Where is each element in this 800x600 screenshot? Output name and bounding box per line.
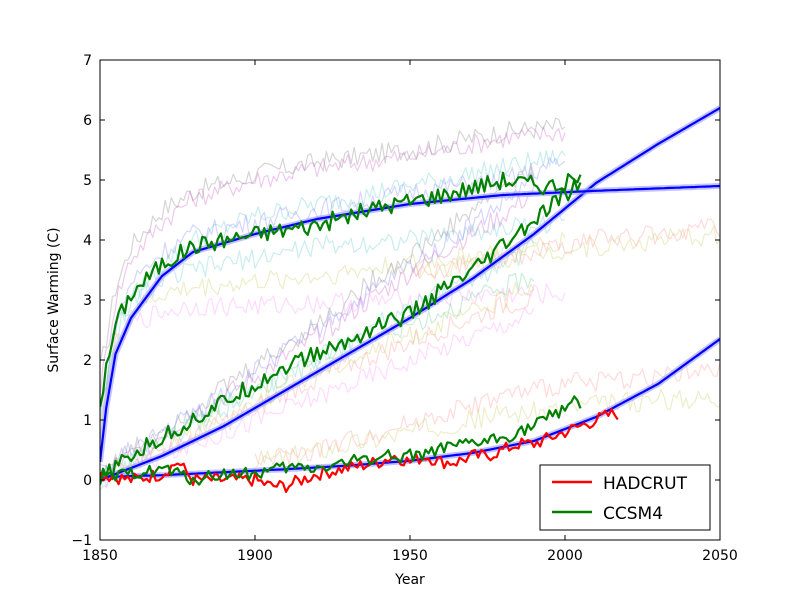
- legend-label-ccsm4: CCSM4: [603, 504, 663, 524]
- y-axis-label: Surface Warming (C): [46, 227, 62, 372]
- legend-label-hadcrut: HADCRUT: [603, 474, 688, 494]
- ensemble-run-17: [254, 361, 720, 466]
- ensemble-run-0: [100, 117, 566, 364]
- series-line-hadcrut: [100, 408, 619, 493]
- ensemble-run-12: [100, 307, 535, 489]
- y-tick-label: 3: [83, 293, 92, 309]
- x-tick-label: 2000: [547, 548, 583, 564]
- plot-area: [99, 59, 721, 541]
- y-tick-label: −1: [71, 533, 92, 549]
- ensemble-run-3: [100, 157, 566, 413]
- x-axis-label: Year: [394, 572, 425, 588]
- ensemble-run-16: [409, 225, 720, 280]
- observed-series: [100, 395, 619, 493]
- y-tick-label: 2: [83, 353, 92, 369]
- ensemble-run-1: [100, 126, 566, 398]
- ensemble-run-4: [100, 283, 566, 420]
- x-tick-label: 2050: [702, 548, 738, 564]
- ccsm4-run-1: [100, 178, 582, 481]
- y-tick-label: 4: [83, 233, 92, 249]
- y-axis: −1 0 1 2 3 4 5 6 7: [71, 53, 720, 549]
- x-tick-label: 1900: [237, 548, 273, 564]
- legend-box: [539, 464, 711, 531]
- fit-curve-1: [100, 107, 720, 482]
- y-tick-label: 1: [83, 413, 92, 429]
- ensemble-run-18: [254, 389, 720, 470]
- legend: HADCRUT CCSM4: [539, 464, 711, 531]
- ensemble-run-13: [100, 172, 535, 477]
- y-tick-label: 7: [83, 53, 92, 69]
- ensemble-run-10: [100, 272, 535, 483]
- ensemble-run-6: [100, 212, 566, 413]
- ensemble-run-8: [100, 185, 535, 479]
- ccsm4-run-0: [100, 171, 582, 407]
- series-line-ccsm4: [100, 395, 582, 486]
- ccsm4-runs: [100, 171, 582, 481]
- y-tick-label: 5: [83, 173, 92, 189]
- x-tick-label: 1850: [82, 548, 118, 564]
- y-tick-label: 0: [83, 473, 92, 489]
- y-tick-label: 6: [83, 113, 92, 129]
- ensemble-run-7: [100, 165, 535, 477]
- x-tick-label: 1950: [392, 548, 428, 564]
- ensemble-run-15: [409, 218, 720, 280]
- x-axis: 1850 1900 1950 2000 2050: [82, 60, 738, 564]
